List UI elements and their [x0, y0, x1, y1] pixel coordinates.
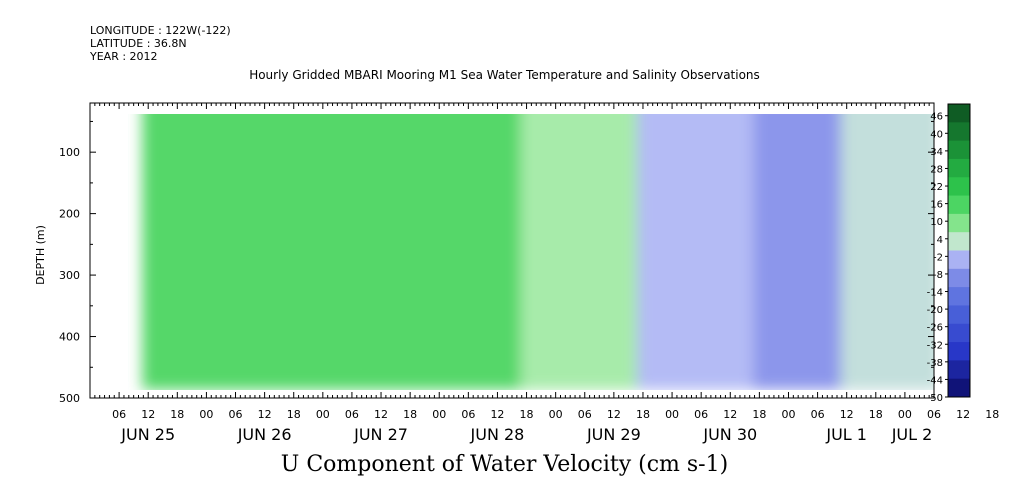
y-tick-label: 200 — [59, 208, 80, 221]
heatmap-cell — [636, 114, 766, 390]
x-tick-label: 18 — [520, 408, 534, 421]
x-tick-label: 06 — [811, 408, 825, 421]
heatmap-cell — [520, 114, 649, 390]
colorbar-label: 46 — [930, 112, 943, 123]
x-tick-label: 12 — [723, 408, 737, 421]
x-tick-label: 00 — [316, 408, 330, 421]
x-tick-label: 06 — [345, 408, 359, 421]
heatmap-cell — [142, 114, 533, 390]
y-tick-label: 300 — [59, 269, 80, 282]
colorbar-label: 4 — [937, 235, 943, 246]
x-day-label: JUN 27 — [353, 425, 408, 444]
colorbar-segment — [948, 323, 970, 343]
x-tick-label: 18 — [869, 408, 883, 421]
x-tick-label: 18 — [752, 408, 766, 421]
colorbar-segment — [948, 378, 970, 398]
year-label: YEAR : 2012 — [90, 50, 158, 63]
x-tick-label: 18 — [170, 408, 184, 421]
x-tick-label: 00 — [549, 408, 563, 421]
colorbar-segment — [948, 158, 970, 178]
colorbar-label: 16 — [930, 200, 943, 211]
x-axis-label: U Component of Water Velocity (cm s-1) — [280, 452, 729, 477]
colorbar-segment — [948, 305, 970, 325]
colorbar-label: 40 — [930, 129, 943, 140]
colorbar-label: -20 — [927, 305, 943, 316]
heatmap-field — [142, 114, 934, 390]
colorbar-label: -44 — [927, 375, 943, 386]
x-tick-label: 12 — [490, 408, 504, 421]
colorbar-segment — [948, 342, 970, 361]
colorbar-segment — [948, 104, 970, 123]
x-day-label: JUN 29 — [586, 425, 641, 444]
colorbar-segment — [948, 360, 970, 380]
x-tick-label: 00 — [898, 408, 912, 421]
colorbar-label: -14 — [927, 288, 943, 299]
x-tick-label: 12 — [840, 408, 854, 421]
x-tick-label: 00 — [432, 408, 446, 421]
x-tick-label: 18 — [636, 408, 650, 421]
colorbar-segment — [948, 122, 970, 142]
x-tick-label: 12 — [258, 408, 272, 421]
x-axis: 06 12 18 00 06 12 18 00 06 12 18 00 06 12 18 00 06 12 18 00… — [89, 103, 999, 444]
colorbar-label: -8 — [933, 270, 943, 281]
x-tick-label: 18 — [287, 408, 301, 421]
colorbar-segment — [948, 177, 970, 197]
x-day-label: JUN 25 — [120, 425, 175, 444]
x-tick-label: 12 — [607, 408, 621, 421]
colorbar-segment — [948, 140, 970, 160]
colorbar: 46 40 34 28 22 16 10 4 -2 -8 -14 -20 -26 -32 -38 -44 -50 — [927, 103, 971, 404]
x-day-label: JUN 30 — [702, 425, 757, 444]
colorbar-label: -50 — [927, 393, 943, 404]
colorbar-segment — [948, 250, 970, 270]
colorbar-label: 22 — [930, 182, 943, 193]
x-tick-label: 12 — [956, 408, 970, 421]
colorbar-segment — [948, 268, 970, 288]
x-day-label: JUN 26 — [237, 425, 292, 444]
x-tick-label: 00 — [665, 408, 679, 421]
x-tick-label: 18 — [403, 408, 417, 421]
x-tick-label: 06 — [927, 408, 941, 421]
x-tick-label: 06 — [229, 408, 243, 421]
x-tick-label: 00 — [781, 408, 795, 421]
colorbar-segment — [948, 213, 970, 233]
y-tick-label: 400 — [59, 331, 80, 344]
colorbar-label: -26 — [927, 323, 943, 334]
colorbar-segment — [948, 195, 970, 215]
latitude-label: LATITUDE : 36.8N — [90, 37, 187, 50]
x-day-label: JUL 2 — [891, 425, 933, 444]
y-tick-label: 100 — [59, 146, 80, 159]
heatmap-cell — [753, 114, 853, 390]
colorbar-label: -32 — [927, 340, 943, 351]
y-axis: 100 200 300 400 500 — [59, 120, 934, 405]
x-tick-label: 06 — [112, 408, 126, 421]
x-day-label: JUL 1 — [825, 425, 867, 444]
colorbar-segment — [948, 287, 970, 306]
x-tick-label: 06 — [694, 408, 708, 421]
x-tick-label: 06 — [461, 408, 475, 421]
heatmap-cell — [840, 114, 934, 390]
chart-title: Hourly Gridded MBARI Mooring M1 Sea Wate… — [249, 68, 760, 82]
colorbar-frame — [947, 103, 971, 398]
colorbar-label: -2 — [933, 252, 943, 263]
y-axis-label: DEPTH (m) — [34, 225, 47, 285]
colorbar-label: -38 — [927, 358, 943, 369]
colorbar-label: 28 — [930, 164, 943, 175]
y-tick-label: 500 — [59, 392, 80, 405]
longitude-label: LONGITUDE : 122W(-122) — [90, 24, 231, 37]
x-tick-label: 06 — [578, 408, 592, 421]
colorbar-segment — [948, 232, 970, 251]
x-tick-label: 00 — [199, 408, 213, 421]
x-tick-label: 18 — [985, 408, 999, 421]
x-tick-label: 12 — [374, 408, 388, 421]
colorbar-label: 34 — [930, 147, 943, 158]
x-day-label: JUN 28 — [470, 425, 525, 444]
x-tick-label: 12 — [141, 408, 155, 421]
colorbar-label: 10 — [930, 217, 943, 228]
